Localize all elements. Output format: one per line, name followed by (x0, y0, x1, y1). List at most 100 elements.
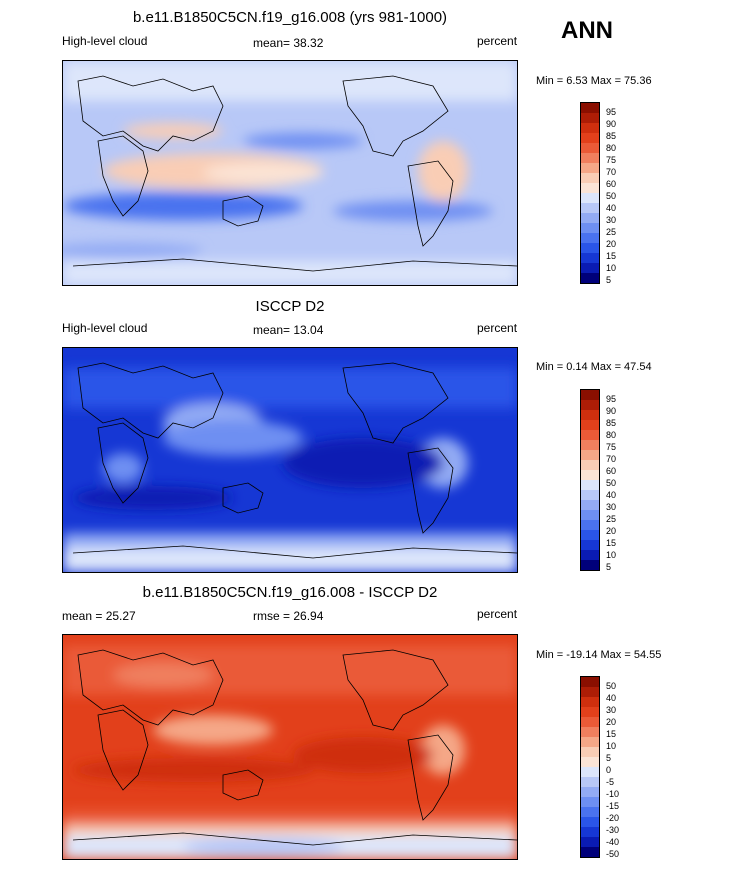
colorbar-swatch (581, 807, 599, 818)
colorbar-label: 10 (606, 550, 617, 560)
colorbar-swatch (581, 530, 599, 541)
panel-2-map-field (63, 348, 518, 572)
colorbar-label: 75 (606, 155, 617, 165)
panel-3-rmse-label: rmse = 26.94 (253, 609, 324, 623)
panel-3-coastlines (72, 649, 518, 846)
colorbar-swatch (581, 737, 599, 748)
colorbar-swatch (581, 243, 599, 254)
colorbar-swatch (581, 520, 599, 531)
colorbar-swatch (581, 123, 599, 134)
colorbar-swatch (581, 193, 599, 204)
panel-2-colorbar (580, 389, 600, 571)
colorbar-swatch (581, 460, 599, 471)
colorbar-label: -30 (606, 825, 620, 835)
panel-1-coastlines (72, 75, 518, 272)
colorbar-label: 5 (606, 753, 612, 763)
colorbar-swatch (581, 273, 599, 283)
colorbar-label: 30 (606, 502, 617, 512)
colorbar-label: 10 (606, 741, 617, 751)
colorbar-label: 20 (606, 239, 617, 249)
panel-2-variable-label: High-level cloud (62, 321, 148, 335)
panel-2-coastlines (72, 362, 518, 559)
colorbar-swatch (581, 113, 599, 124)
colorbar-swatch (581, 470, 599, 481)
colorbar-swatch (581, 430, 599, 441)
colorbar-swatch (581, 203, 599, 214)
colorbar-swatch (581, 827, 599, 838)
colorbar-swatch (581, 103, 599, 114)
colorbar-swatch (581, 757, 599, 768)
colorbar-label: -20 (606, 813, 620, 823)
colorbar-label: 20 (606, 526, 617, 536)
colorbar-label: 40 (606, 203, 617, 213)
colorbar-swatch (581, 837, 599, 848)
panel-1-map-field (43, 61, 518, 285)
colorbar-label: 15 (606, 729, 617, 739)
colorbar-label: 30 (606, 705, 617, 715)
colorbar-label: 15 (606, 538, 617, 548)
colorbar-label: 5 (606, 562, 612, 572)
colorbar-swatch (581, 707, 599, 718)
colorbar-label: 80 (606, 143, 617, 153)
colorbar-label: 50 (606, 478, 617, 488)
panel-2-colorbar-swatches (581, 390, 599, 570)
colorbar-swatch (581, 263, 599, 274)
colorbar-label: -15 (606, 801, 620, 811)
colorbar-swatch (581, 133, 599, 144)
colorbar-swatch (581, 847, 599, 857)
colorbar-swatch (581, 687, 599, 698)
colorbar-label: -40 (606, 837, 620, 847)
colorbar-label: 50 (606, 191, 617, 201)
panel-1-minmax: Min = 6.53 Max = 75.36 (536, 75, 652, 87)
panel-1-map (43, 60, 518, 286)
colorbar-label: 60 (606, 466, 617, 476)
colorbar-swatch (581, 797, 599, 808)
panel-3-map-field (63, 635, 518, 859)
panel-2-title: ISCCP D2 (255, 298, 325, 315)
panel-2-map (62, 347, 518, 573)
colorbar-swatch (581, 767, 599, 778)
colorbar-swatch (581, 163, 599, 174)
colorbar-label: 90 (606, 119, 617, 129)
colorbar-swatch (581, 153, 599, 164)
panel-2-minmax: Min = 0.14 Max = 47.54 (536, 361, 652, 373)
colorbar-label: 20 (606, 717, 617, 727)
colorbar-swatch (581, 143, 599, 154)
panel-3-minmax: Min = -19.14 Max = 54.55 (536, 649, 662, 661)
panel-2-units-label: percent (477, 321, 518, 335)
colorbar-label: 85 (606, 418, 617, 428)
colorbar-swatch (581, 727, 599, 738)
colorbar-label: 90 (606, 406, 617, 416)
season-label: ANN (561, 17, 613, 44)
colorbar-swatch (581, 510, 599, 521)
colorbar-swatch (581, 697, 599, 708)
colorbar-label: 15 (606, 251, 617, 261)
colorbar-swatch (581, 480, 599, 491)
colorbar-swatch (581, 410, 599, 421)
colorbar-swatch (581, 183, 599, 194)
colorbar-label: 25 (606, 227, 617, 237)
colorbar-swatch (581, 213, 599, 224)
colorbar-label: 5 (606, 275, 612, 285)
panel-1-mean-label: mean= 38.32 (253, 36, 324, 50)
colorbar-label: 25 (606, 514, 617, 524)
colorbar-swatch (581, 560, 599, 570)
colorbar-label: -50 (606, 849, 620, 859)
panel-1-colorbar-swatches (581, 103, 599, 283)
colorbar-swatch (581, 390, 599, 401)
panel-3-title: b.e11.B1850C5CN.f19_g16.008 - ISCCP D2 (142, 584, 438, 601)
colorbar-label: 95 (606, 394, 617, 404)
colorbar-label: 0 (606, 765, 612, 775)
colorbar-label: 40 (606, 693, 617, 703)
colorbar-label: 60 (606, 179, 617, 189)
colorbar-swatch (581, 490, 599, 501)
colorbar-swatch (581, 223, 599, 234)
colorbar-swatch (581, 233, 599, 244)
colorbar-label: 75 (606, 442, 617, 452)
colorbar-label: 70 (606, 454, 617, 464)
colorbar-swatch (581, 817, 599, 828)
panel-3-mean-label: mean = 25.27 (62, 609, 136, 623)
colorbar-label: 50 (606, 681, 617, 691)
colorbar-swatch (581, 450, 599, 461)
colorbar-swatch (581, 500, 599, 511)
